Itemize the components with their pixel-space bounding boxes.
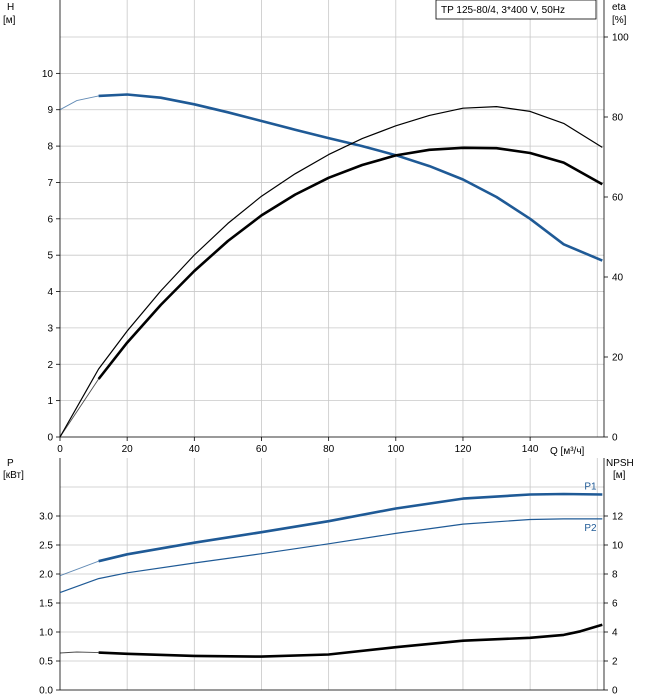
frame-layer <box>59 0 605 691</box>
y-right-tick-label: 20 <box>612 353 624 364</box>
y-left-tick-label: 10 <box>42 69 54 80</box>
npsh-curve <box>98 623 603 658</box>
y-left-tick-label: 3.0 <box>39 512 53 523</box>
y-right-tick-label: 0 <box>612 686 618 697</box>
h-curve-thin <box>59 95 99 111</box>
x-tick-label: 100 <box>387 444 404 455</box>
y-right-tick-label: 40 <box>612 273 624 284</box>
top-y-left-unit: [м] <box>3 15 16 26</box>
series-layer <box>59 93 603 658</box>
y-left-tick-label: 5 <box>47 251 53 262</box>
y-left-tick-label: 8 <box>47 142 53 153</box>
p2-curve <box>59 518 603 594</box>
y-right-tick-label: 8 <box>612 570 618 581</box>
y-right-tick-label: 60 <box>612 193 624 204</box>
top-y-right-label: eta <box>612 2 626 13</box>
eta-curve-thin <box>59 378 99 438</box>
y-right-tick-label: 6 <box>612 599 618 610</box>
bottom-y-right-label: NPSH <box>606 458 634 469</box>
y-right-tick-label: 2 <box>612 657 618 668</box>
y-left-tick-label: 2 <box>47 360 53 371</box>
y-left-tick-label: 7 <box>47 178 53 189</box>
h-curve <box>98 93 603 262</box>
y-left-tick-label: 0.5 <box>39 657 53 668</box>
x-tick-label: 60 <box>256 444 268 455</box>
series-label-p2: P2 <box>584 523 597 534</box>
x-tick-label: 120 <box>455 444 472 455</box>
x-tick-label: 0 <box>57 444 63 455</box>
bottom-y-left-label: P <box>7 458 14 469</box>
x-tick-label: 40 <box>189 444 201 455</box>
x-tick-label: 140 <box>522 444 539 455</box>
y-right-tick-label: 12 <box>612 512 624 523</box>
x-axis-label: Q [м³/ч] <box>550 446 585 457</box>
y-left-tick-label: 1.5 <box>39 599 53 610</box>
legend-box <box>435 0 597 20</box>
p1-curve-thin <box>59 560 99 577</box>
bottom-y-right-unit: [м] <box>613 470 626 481</box>
top-y-right-unit: [%] <box>612 15 627 26</box>
p1-curve <box>98 492 603 563</box>
y-left-tick-label: 0 <box>47 433 53 444</box>
legend-text: TP 125-80/4, 3*400 V, 50Hz <box>441 5 565 16</box>
npsh-curve-thin <box>59 651 99 654</box>
y-right-tick-label: 4 <box>612 628 618 639</box>
y-left-tick-label: 4 <box>47 287 53 298</box>
y-right-tick-label: 10 <box>612 541 624 552</box>
y-right-tick-label: 100 <box>612 33 629 44</box>
y-left-tick-label: 3 <box>47 323 53 334</box>
y-right-tick-label: 80 <box>612 113 624 124</box>
x-tick-label: 80 <box>323 444 335 455</box>
y-left-tick-label: 6 <box>47 214 53 225</box>
y-left-tick-label: 2.0 <box>39 570 53 581</box>
y-left-tick-label: 0.0 <box>39 686 53 697</box>
x-tick-label: 20 <box>122 444 134 455</box>
series-label-p1: P1 <box>584 482 597 493</box>
eta-thin-curve <box>59 106 603 438</box>
y-left-tick-label: 1 <box>47 396 53 407</box>
top-y-left-label: H <box>7 2 14 13</box>
y-left-tick-label: 1.0 <box>39 628 53 639</box>
grid-layer <box>60 0 604 691</box>
y-left-tick-label: 9 <box>47 105 53 116</box>
eta-curve <box>97 146 603 380</box>
y-right-tick-label: 0 <box>612 433 618 444</box>
y-left-tick-label: 2.5 <box>39 541 53 552</box>
bottom-y-left-unit: [кВт] <box>3 470 24 481</box>
